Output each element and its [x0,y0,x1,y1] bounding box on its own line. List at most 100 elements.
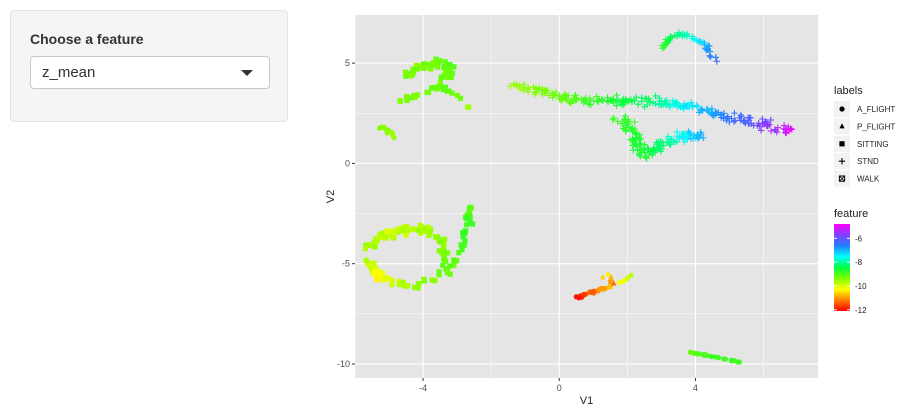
data-point-sitting [395,226,401,232]
data-point-sitting [442,59,448,65]
data-point-stnd [767,127,775,135]
data-point-sitting [395,229,401,235]
data-point-stnd [653,139,660,146]
data-point-sitting [432,234,439,240]
data-point-sitting [448,74,454,80]
legend-key-sitting [839,141,845,147]
data-point-sitting [465,104,471,110]
data-point-p-flight [600,274,606,280]
feature-select[interactable]: z_mean [30,56,270,89]
data-point-sitting [424,89,430,95]
data-point-sitting [412,284,418,290]
data-point-stnd [520,87,527,94]
data-point-stnd [552,88,559,96]
data-point-stnd [741,118,748,125]
x-axis-title: V1 [580,395,593,407]
data-point-sitting [429,277,435,283]
shape-legend-title: labels [834,85,863,97]
data-point-sitting [424,228,430,235]
chevron-down-icon[interactable] [241,70,253,76]
data-point-sitting [464,222,470,228]
data-point-stnd [673,138,681,145]
data-point-sitting [442,236,448,242]
data-point-stnd [697,38,705,46]
data-point-stnd [629,124,636,132]
data-point-stnd [532,89,539,96]
data-point-sitting [382,235,388,241]
data-point-stnd [629,127,637,135]
data-point-stnd [570,94,577,102]
data-point-stnd [651,149,659,156]
data-point-sitting [468,205,474,211]
data-point-sitting [413,62,419,68]
data-point-a-flight [708,353,714,360]
shape-legend-label: SITTING [857,140,889,149]
data-point-sitting [410,226,416,232]
data-point-a-flight [692,350,699,356]
data-point-sitting [405,283,411,289]
data-point-sitting [436,272,442,278]
legend-key-walk-cross [839,175,845,182]
data-point-stnd [717,112,724,119]
data-point-sitting [377,232,383,238]
data-point-sitting [425,224,431,230]
data-point-stnd [542,88,549,95]
data-point-stnd [710,112,717,120]
data-point-sitting [372,270,378,276]
data-point-stnd [649,151,656,159]
data-point-a-flight [712,354,718,360]
data-point-sitting [425,62,431,68]
color-legend-label: -12 [855,306,867,315]
data-point-stnd [666,36,673,43]
data-point-stnd [673,128,681,136]
data-point-stnd [637,146,645,154]
data-point-stnd [670,136,677,144]
data-point-stnd [766,121,773,128]
data-point-sitting [380,270,386,276]
data-point-stnd [649,99,657,107]
data-point-sitting [405,227,411,233]
data-point-stnd [647,148,654,155]
data-point-stnd [682,132,690,139]
data-point-sitting [371,243,377,250]
data-point-sitting [441,249,447,255]
legend-key-p-flight [839,123,845,129]
data-point-stnd [617,120,625,127]
data-point-stnd [622,96,629,103]
data-point-sitting [449,90,455,96]
plot-panel [355,15,818,378]
y-tick-label: 5 [345,58,350,68]
data-point-a-flight [624,275,631,282]
data-point-sitting [438,74,444,80]
data-point-stnd [658,101,666,108]
data-point-sitting [431,60,438,66]
data-point-stnd [638,98,646,105]
data-point-stnd [787,125,794,132]
color-legend-label: -10 [855,282,867,291]
data-point-stnd [524,88,532,96]
data-point-a-flight [384,130,390,136]
data-point-a-flight [688,349,694,356]
data-point-stnd [667,33,675,40]
data-point-sitting [441,87,447,93]
data-point-sitting [421,276,427,282]
data-point-sitting [416,227,422,233]
data-point-sitting [367,242,373,248]
data-point-stnd [645,95,652,102]
data-point-stnd [754,122,761,129]
data-point-sitting [372,239,378,246]
data-point-sitting [445,269,451,275]
data-point-stnd [595,95,603,102]
data-point-sitting [441,255,447,261]
data-point-stnd [707,53,714,61]
data-point-sitting [369,268,375,274]
data-point-stnd [567,100,575,107]
data-point-sitting [444,250,451,256]
data-point-sitting [461,229,468,235]
data-point-sitting [403,93,409,100]
data-point-sitting [436,59,442,65]
data-point-sitting [446,69,453,75]
data-point-sitting [436,248,442,254]
data-point-sitting [374,277,380,283]
data-point-stnd [788,126,796,133]
